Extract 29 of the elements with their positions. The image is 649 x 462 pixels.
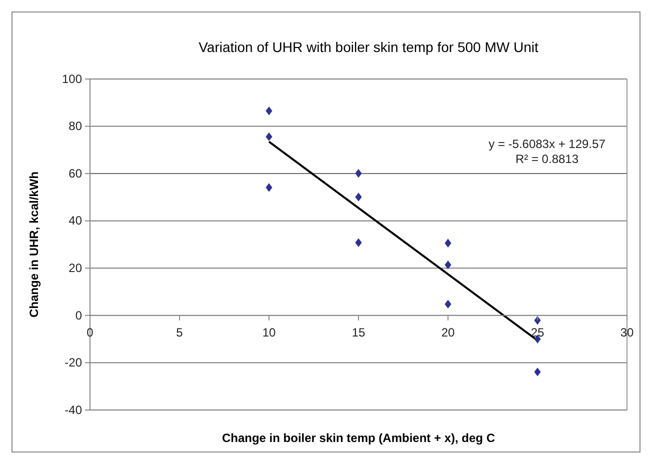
x-tick-label: 30 [620, 326, 634, 340]
y-axis-title: Change in UHR, kcal/kWh [27, 171, 41, 318]
point [266, 183, 272, 192]
x-tick-label: 25 [530, 326, 544, 340]
point [444, 260, 452, 270]
point [355, 192, 362, 202]
y-tick-label: 100 [62, 72, 82, 86]
annotation: y = -5.6083x + 129.57 R² = 0.8813 [488, 137, 606, 166]
x-tick-label: 0 [86, 326, 94, 340]
y-tick-label: 20 [68, 260, 82, 275]
x-tick-label: 15 [352, 326, 366, 340]
x-tick-label: 10 [262, 326, 276, 340]
point [534, 368, 541, 376]
x-tick-label: 5 [176, 326, 184, 340]
x-tick-label: 20 [441, 326, 455, 340]
point [444, 300, 452, 308]
y-tick-label: -20 [64, 356, 82, 370]
y-tick-label: -40 [64, 402, 82, 417]
y-tick-label: 60 [68, 166, 82, 180]
point [444, 238, 452, 248]
y-tick-label: 0 [75, 308, 82, 322]
point [266, 132, 272, 142]
point [266, 106, 272, 116]
x-axis-title: Change in boiler skin temp (Ambient + x), deg C [222, 431, 496, 445]
point [355, 168, 362, 178]
chart-title: Variation of UHR with boiler skin temp for 500 MW Unit [198, 39, 538, 55]
y-tick-label: 80 [68, 119, 82, 134]
point [355, 238, 362, 247]
y-tick-label: 40 [68, 214, 82, 228]
